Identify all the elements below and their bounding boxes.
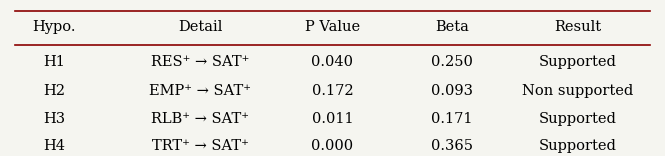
Text: H3: H3 (43, 112, 65, 126)
Text: Hypo.: Hypo. (33, 20, 76, 34)
Text: P Value: P Value (305, 20, 360, 34)
Text: 0.171: 0.171 (431, 112, 472, 126)
Text: Detail: Detail (178, 20, 222, 34)
Text: H2: H2 (43, 84, 65, 98)
Text: H4: H4 (43, 139, 65, 153)
Text: 0.000: 0.000 (311, 139, 354, 153)
Text: Non supported: Non supported (522, 84, 633, 98)
Text: 0.250: 0.250 (431, 55, 473, 69)
Text: Beta: Beta (435, 20, 469, 34)
Text: Supported: Supported (539, 55, 616, 69)
Text: 0.172: 0.172 (312, 84, 353, 98)
Text: EMP⁺ → SAT⁺: EMP⁺ → SAT⁺ (149, 84, 251, 98)
Text: 0.093: 0.093 (431, 84, 473, 98)
Text: RES⁺ → SAT⁺: RES⁺ → SAT⁺ (151, 55, 249, 69)
Text: Supported: Supported (539, 112, 616, 126)
Text: Result: Result (554, 20, 601, 34)
Text: H1: H1 (43, 55, 65, 69)
Text: TRT⁺ → SAT⁺: TRT⁺ → SAT⁺ (152, 139, 249, 153)
Text: 0.365: 0.365 (431, 139, 473, 153)
Text: Supported: Supported (539, 139, 616, 153)
Text: 0.011: 0.011 (312, 112, 353, 126)
Text: 0.040: 0.040 (311, 55, 354, 69)
Text: RLB⁺ → SAT⁺: RLB⁺ → SAT⁺ (151, 112, 249, 126)
